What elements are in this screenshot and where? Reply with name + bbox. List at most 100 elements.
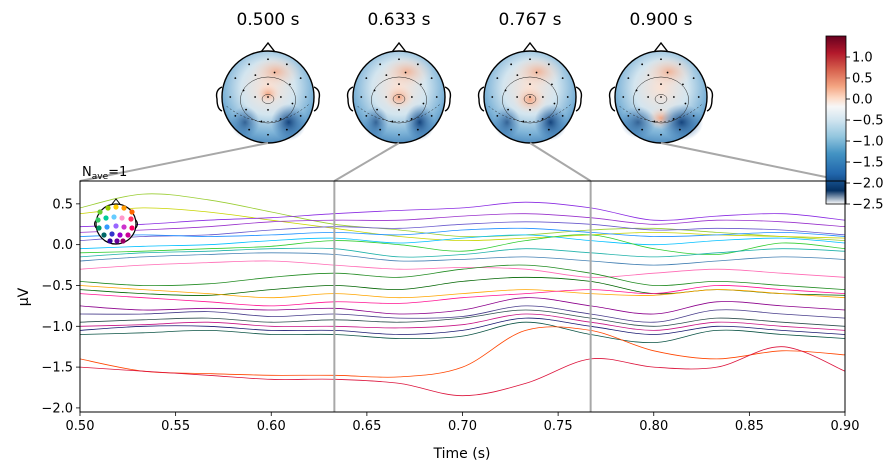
posterior-right-negative-region <box>660 103 704 141</box>
topomap-connector-lines <box>79 142 846 182</box>
contour-line <box>240 76 296 124</box>
sensor-dot <box>510 63 513 66</box>
sensor-dot <box>638 108 640 111</box>
sensor-dot <box>535 71 538 74</box>
y-tick-label: −1.0 <box>41 320 73 335</box>
sensor-dot <box>541 118 544 120</box>
right-ear-outline <box>575 86 583 112</box>
sensor-dot <box>635 89 638 92</box>
sensor-dot <box>285 63 288 66</box>
topomap-title: 0.633 s <box>368 10 431 30</box>
sensor-dot <box>279 118 282 120</box>
sensor-dot <box>547 63 550 66</box>
sensor-dot <box>507 108 509 111</box>
series-line-22 <box>80 326 845 378</box>
sensor-dot <box>561 77 564 80</box>
sensor-dot <box>373 89 376 92</box>
sensor-dot <box>289 83 291 86</box>
contour-line <box>502 76 558 124</box>
left-ear-outline <box>215 86 223 112</box>
sensor-dot <box>365 114 368 117</box>
y-axis-label: µV <box>16 287 32 306</box>
y-tick-label: 0.0 <box>52 238 73 253</box>
posterior-left-negative-region <box>620 106 656 139</box>
sensor-dot <box>422 102 425 105</box>
colorbar-tick-label: 0.0 <box>852 93 873 108</box>
sensor-dot <box>529 96 531 98</box>
y-axis-ticks: 0.5 0.0 −0.5 −1.0 −1.5 −2.0 <box>41 197 80 416</box>
sensor-dot <box>622 96 625 98</box>
inset-sensor-dot <box>129 209 135 215</box>
y-tick-label: −1.5 <box>41 361 73 376</box>
colorbar-tick-label: −2.5 <box>852 198 884 213</box>
sensor-dot <box>529 133 531 136</box>
sensor-dot <box>398 83 400 86</box>
colorbar-tick-label: 0.5 <box>852 72 873 87</box>
x-tick-label: 0.55 <box>161 419 190 434</box>
sensor-dot <box>291 102 294 105</box>
sensor-dot <box>398 96 400 98</box>
colorbar-tick-label: −0.5 <box>852 114 884 129</box>
series-line-8 <box>80 234 845 256</box>
topomap-1: 0.500 s <box>215 10 321 144</box>
inset-sensor-dot <box>109 231 115 237</box>
sensor-dot <box>529 108 531 111</box>
sensor-dot <box>242 89 245 92</box>
inset-sensor-dot <box>125 232 131 238</box>
series-line-23 <box>80 346 845 397</box>
inset-sensor-dot <box>113 204 119 210</box>
sensor-dot <box>647 96 650 98</box>
x-axis-label: Time (s) <box>433 446 491 462</box>
sensor-dot <box>553 102 556 105</box>
left-ear-outline <box>608 86 616 112</box>
posterior-left-negative-region <box>493 106 521 139</box>
sensor-dot <box>682 83 684 86</box>
nave-suffix: =1 <box>108 165 127 180</box>
sensor-dot <box>379 128 382 131</box>
sensor-dot <box>551 83 553 86</box>
series-line-11 <box>80 260 845 278</box>
series-line-17 <box>80 305 845 323</box>
sensor-dot <box>376 108 378 111</box>
nose-outline <box>522 41 538 53</box>
sensor-dot <box>245 108 247 111</box>
posterior-right-negative-region <box>534 103 568 141</box>
sensor-dot <box>267 83 269 86</box>
sensor-dot <box>692 114 695 117</box>
inset-sensor-dot <box>101 232 107 238</box>
series-line-16 <box>80 297 845 315</box>
connector-line-3 <box>529 142 592 182</box>
sensor-dot <box>299 114 302 117</box>
sensor-dot <box>410 118 413 120</box>
contour-line <box>523 94 537 104</box>
inset-sensor-dot <box>105 205 111 211</box>
sensor-dot <box>647 74 650 76</box>
frontal-positive-region <box>250 55 302 88</box>
sensor-dot <box>248 128 251 131</box>
inset-sensor-dot <box>97 209 103 215</box>
series-line-12 <box>80 264 845 290</box>
topomap-title: 0.500 s <box>237 10 300 30</box>
central-positive-region <box>513 85 547 114</box>
right-ear-outline <box>444 86 452 112</box>
nose-outline <box>653 41 669 53</box>
sensor-dot <box>672 96 675 98</box>
nave-label: Nave=1 <box>82 165 127 182</box>
sensor-dot <box>254 96 257 98</box>
frontal-positive-region <box>643 55 695 88</box>
sensor-dot <box>285 128 288 131</box>
sensor-dot <box>234 77 237 80</box>
inset-sensor-dot <box>114 238 120 244</box>
sensor-dot <box>627 114 630 117</box>
series-line-9 <box>80 247 845 258</box>
series-line-20 <box>80 317 845 335</box>
y-tick-label: −0.5 <box>41 279 73 294</box>
sensor-dot <box>267 96 269 98</box>
x-tick-label: 0.70 <box>448 419 477 434</box>
series-line-14 <box>80 285 845 299</box>
sensor-dot <box>529 83 531 86</box>
sensor-dot <box>379 63 382 66</box>
sensor-dot <box>641 128 644 131</box>
inset-sensor-dot <box>104 224 110 230</box>
